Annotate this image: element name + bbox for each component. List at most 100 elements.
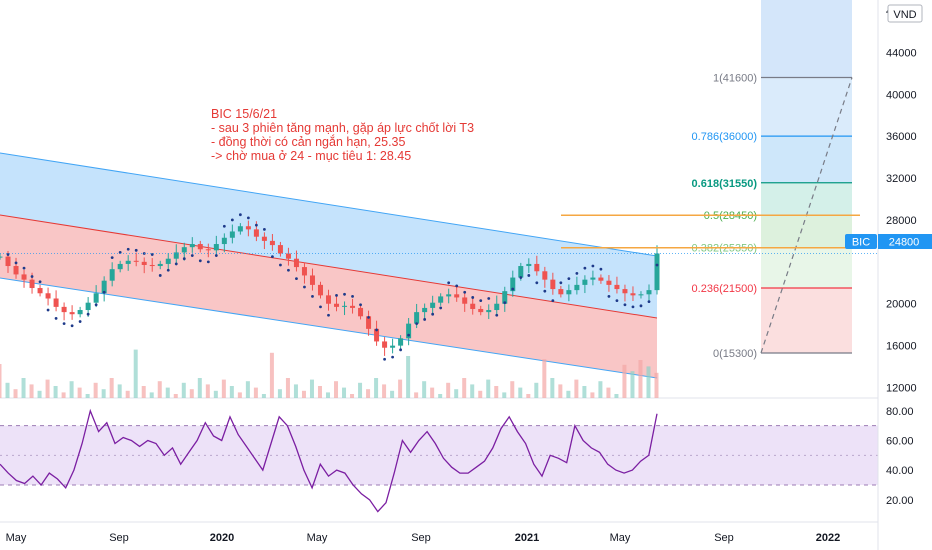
volume-bar [53, 386, 58, 398]
time-tick-label: Sep [109, 532, 129, 544]
candle-body [261, 236, 267, 241]
candle-body [157, 263, 163, 267]
sar-dot [375, 328, 378, 332]
volume-bar [0, 364, 2, 398]
candle-body [285, 253, 291, 259]
sar-dot [327, 313, 330, 317]
volume-bar [285, 378, 290, 398]
candle-body [221, 237, 227, 245]
volume-bar [366, 389, 371, 398]
volume-bar [638, 360, 643, 398]
fib-level-label: 0.382(25350) [692, 243, 757, 255]
volume-bar [261, 394, 266, 398]
price-tick-label: 36000 [886, 131, 917, 143]
volume-bar [582, 386, 587, 398]
candle-body [574, 284, 580, 291]
time-tick-label: Sep [714, 532, 734, 544]
volume-bar [237, 392, 242, 398]
volume-bar [101, 389, 106, 398]
sar-dot [647, 300, 651, 304]
candle-body [630, 293, 636, 296]
sar-dot [431, 312, 435, 316]
sar-dot [38, 280, 42, 284]
volume-bar [414, 392, 419, 398]
volume-bar [189, 389, 194, 398]
sar-dot [367, 315, 370, 319]
fibonacci-zone[interactable]: 1(41600) 0.786(36000) 0.618(31550) 0.5(2845… [692, 0, 853, 360]
sar-dot [238, 213, 242, 217]
candle-body [173, 252, 179, 259]
rsi-tick-label: 80.00 [886, 406, 914, 418]
candle-body [0, 256, 3, 258]
sar-dot [439, 306, 443, 310]
volume-bar [478, 390, 483, 398]
volume-bar [630, 371, 635, 398]
sar-dot [527, 274, 531, 277]
volume-bar [470, 384, 475, 398]
sar-dot [279, 263, 282, 267]
currency-badge[interactable]: VND [887, 4, 923, 23]
sar-dot [190, 254, 194, 257]
sar-dot [351, 295, 354, 298]
volume-bar [486, 379, 491, 398]
fib-zone-band [761, 215, 852, 248]
candle-body [406, 323, 412, 339]
sar-dot [343, 292, 346, 296]
sar-dot [495, 313, 499, 317]
sar-dot [383, 357, 386, 361]
sar-dot [471, 296, 475, 299]
price-tick-label: 16000 [886, 341, 917, 353]
annotation-line-1: BIC 15/6/21 [211, 107, 277, 121]
volume-bar [454, 389, 459, 398]
parabolic-sar [6, 213, 659, 361]
sar-dot [86, 312, 90, 316]
time-tick-label: May [610, 532, 631, 544]
volume-bar [45, 379, 50, 398]
candle-body [646, 290, 652, 295]
sar-dot [263, 227, 266, 231]
volume-bar [181, 382, 186, 398]
symbol-label: BIC [852, 237, 870, 249]
volume-bar [197, 378, 202, 398]
sar-dot [447, 281, 451, 285]
sar-dot [22, 266, 26, 270]
volume-bar [462, 378, 467, 398]
sar-dot [607, 295, 611, 298]
horizontal-levels[interactable] [0, 214, 878, 254]
sar-dot [222, 224, 226, 228]
candle-body [622, 289, 628, 294]
fib-zone-band [761, 247, 852, 289]
fib-level-label: 0(15300) [713, 348, 757, 360]
candle-body [269, 240, 275, 246]
volume-bar [77, 387, 82, 398]
sar-dot [62, 322, 66, 326]
volume-bar [269, 352, 274, 398]
candle-body [277, 245, 283, 254]
candle-body [53, 298, 59, 307]
candle-body [534, 263, 540, 272]
volume-bar [109, 378, 114, 398]
sar-dot [30, 275, 34, 278]
sar-dot [623, 303, 627, 307]
annotation-note[interactable]: BIC 15/6/21 - sau 3 phiên tăng mạnh, gặp… [211, 107, 474, 163]
candle-body [326, 295, 331, 304]
volume-bar [518, 387, 523, 398]
price-tick-label: 32000 [886, 173, 917, 185]
volume-bar [309, 379, 314, 398]
candle-body [317, 284, 323, 296]
candle-body [366, 316, 372, 329]
candle-body [430, 302, 436, 308]
volume-bar [5, 382, 10, 398]
sar-dot [503, 301, 507, 305]
sar-dot [455, 284, 459, 288]
sar-dot [479, 299, 483, 302]
candle-body [189, 244, 195, 248]
volume-bar [245, 381, 250, 398]
candle-body [117, 263, 123, 270]
volume-bar [566, 390, 571, 398]
sar-dot [54, 317, 58, 320]
sar-dot [335, 293, 338, 297]
volume-bar [606, 387, 611, 398]
candle-body [526, 263, 532, 267]
